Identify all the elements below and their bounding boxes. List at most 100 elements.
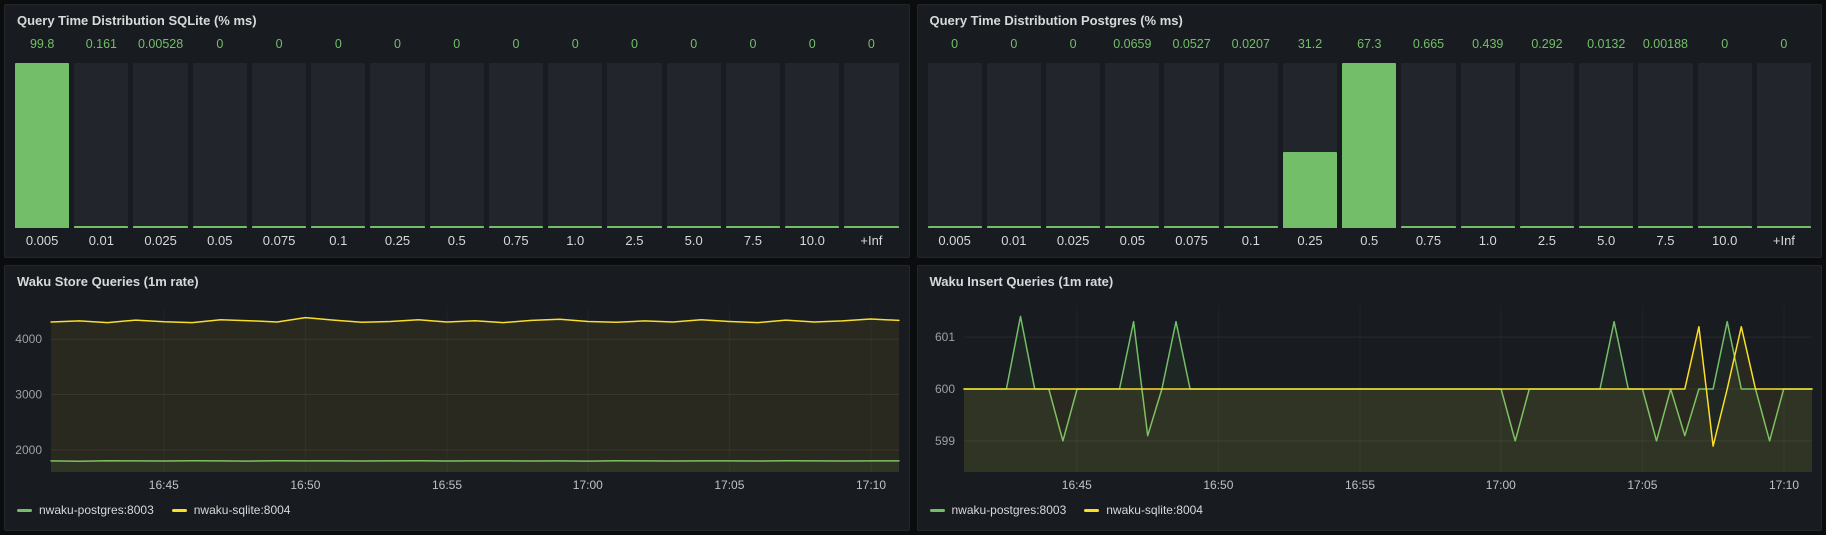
svg-text:4000: 4000: [15, 332, 42, 346]
legend-item[interactable]: nwaku-sqlite:8004: [1084, 503, 1203, 517]
bar-category-label: 0.005: [938, 233, 971, 248]
panel-title-insert-queries[interactable]: Waku Insert Queries (1m rate): [929, 273, 1114, 289]
histogram-bar-fill: [1045, 226, 1101, 228]
histogram-bar-group: 0.00188 7.5: [1638, 37, 1693, 253]
bar-value-label: 0: [334, 37, 342, 51]
histogram-bar-group: 0 10.0: [1697, 37, 1752, 253]
svg-text:16:45: 16:45: [149, 478, 179, 492]
svg-text:16:55: 16:55: [1345, 478, 1375, 492]
bar-category-label: 10.0: [1712, 233, 1738, 248]
histogram-bar-group: 0 0.075: [251, 37, 307, 253]
legend-item[interactable]: nwaku-postgres:8003: [17, 503, 154, 517]
bar-category-label: 0.25: [1297, 233, 1323, 248]
legend-series-swatch: [929, 508, 945, 512]
legend-series-name: nwaku-sqlite:8004: [193, 503, 291, 517]
histogram-bar: [1460, 63, 1515, 228]
bar-value-label: 67.3: [1357, 37, 1382, 51]
bar-value-label: 0: [749, 37, 757, 51]
bar-category-label: 2.5: [1537, 233, 1556, 248]
histogram-bar-group: 0.0527 0.075: [1164, 37, 1219, 253]
sqlite-histogram: 99.8 0.005 0.161 0.01 0.00528 0.025 0 0.05 0 0.07…: [5, 35, 909, 257]
histogram-bar-group: 0 0.1: [311, 37, 366, 253]
histogram-bar-fill: [986, 226, 1041, 228]
panel-title-postgres-histogram[interactable]: Query Time Distribution Postgres (% ms): [929, 12, 1183, 28]
legend-item[interactable]: nwaku-sqlite:8004: [171, 503, 291, 517]
panel-title-store-queries[interactable]: Waku Store Queries (1m rate): [17, 273, 199, 289]
panel-query-time-postgres: Query Time Distribution Postgres (% ms) …: [916, 4, 1822, 258]
histogram-bar-group: 0.0207 0.1: [1223, 37, 1278, 253]
histogram-bar-group: 0.00528 0.025: [133, 37, 188, 253]
histogram-bar-fill: [1282, 151, 1338, 228]
histogram-bar-group: 0 0.5: [429, 37, 484, 253]
bar-value-label: 0.00528: [137, 37, 184, 51]
bar-category-label: 7.5: [1656, 233, 1675, 248]
svg-text:17:00: 17:00: [573, 478, 603, 492]
store-queries-chart: 2000 3000 4000 16:45 16:50 16:55 17:00 17:05 17:…: [5, 296, 909, 496]
histogram-bar: [725, 63, 781, 228]
bar-category-label: 0.075: [1175, 233, 1208, 248]
svg-text:17:05: 17:05: [1627, 478, 1657, 492]
svg-text:17:05: 17:05: [714, 478, 744, 492]
bar-value-label: 0: [1780, 37, 1788, 51]
histogram-bar: [1164, 63, 1219, 228]
svg-text:16:45: 16:45: [1061, 478, 1091, 492]
panel-store-queries: Waku Store Queries (1m rate) 2000 3000 400…: [4, 265, 910, 531]
bar-value-label: 0.0659: [1113, 37, 1152, 51]
histogram-bar-fill: [1579, 226, 1634, 228]
histogram-bar-fill: [1164, 226, 1219, 228]
svg-text:599: 599: [934, 434, 954, 448]
svg-text:601: 601: [934, 330, 954, 344]
histogram-bar-group: 0.0132 5.0: [1579, 37, 1634, 253]
histogram-bar: [607, 63, 662, 228]
legend-item[interactable]: nwaku-postgres:8003: [929, 503, 1066, 517]
bar-category-label: +Inf: [1772, 233, 1795, 248]
bar-value-label: 0: [951, 37, 959, 51]
bar-category-label: 7.5: [743, 233, 762, 248]
histogram-bar: [1223, 63, 1278, 228]
histogram-bar-group: 0.665 0.75: [1401, 37, 1456, 253]
histogram-bar-group: 0 0.75: [488, 37, 544, 253]
bar-category-label: 0.25: [384, 233, 411, 248]
histogram-bar: [1401, 63, 1456, 228]
svg-text:16:50: 16:50: [1203, 478, 1233, 492]
histogram-bar-fill: [1342, 63, 1397, 228]
bar-category-label: 0.75: [1415, 233, 1442, 248]
histogram-bar-fill: [725, 226, 781, 228]
bar-category-label: 1.0: [566, 233, 585, 248]
histogram-bar-group: 0 0.005: [927, 37, 982, 253]
histogram-bar-fill: [488, 226, 544, 228]
histogram-bar-fill: [1756, 226, 1812, 228]
histogram-bar-group: 0 7.5: [725, 37, 781, 253]
bar-value-label: 0.161: [85, 37, 117, 51]
bar-value-label: 0.292: [1531, 37, 1563, 51]
histogram-bar-group: 0 0.05: [192, 37, 247, 253]
histogram-bar: [927, 63, 982, 228]
bar-value-label: 31.2: [1297, 37, 1323, 51]
histogram-bar-group: 99.8 0.005: [15, 37, 70, 253]
histogram-bar-fill: [1223, 226, 1278, 228]
histogram-bar-group: 0.0659 0.05: [1105, 37, 1160, 253]
bar-category-label: 0.01: [88, 233, 114, 248]
histogram-bar: [1519, 63, 1575, 228]
bar-value-label: 0: [1010, 37, 1018, 51]
histogram-bar: [1638, 63, 1693, 228]
legend-series-name: nwaku-postgres:8003: [39, 503, 154, 517]
time-series-plot: 599 600 601 16:45 16:50 16:55 17:00 17:05 17:10: [934, 306, 1813, 492]
histogram-bar: [986, 63, 1041, 228]
bar-value-label: 0: [808, 37, 816, 51]
histogram-bar: [548, 63, 603, 228]
bar-value-label: 0.665: [1412, 37, 1445, 51]
bar-value-label: 0: [571, 37, 579, 51]
histogram-bar-fill: [1401, 226, 1456, 228]
bar-value-label: 0.439: [1472, 37, 1504, 51]
histogram-bar: [785, 63, 840, 228]
histogram-bar-fill: [15, 63, 70, 228]
bar-category-label: 1.0: [1478, 233, 1497, 248]
histogram-bar-fill: [429, 226, 484, 228]
histogram-bar-group: 0 +Inf: [1756, 37, 1812, 253]
bar-value-label: 0: [394, 37, 401, 51]
histogram-bar: [488, 63, 544, 228]
bar-value-label: 0: [690, 37, 698, 51]
panel-title-sqlite-histogram[interactable]: Query Time Distribution SQLite (% ms): [17, 12, 257, 28]
